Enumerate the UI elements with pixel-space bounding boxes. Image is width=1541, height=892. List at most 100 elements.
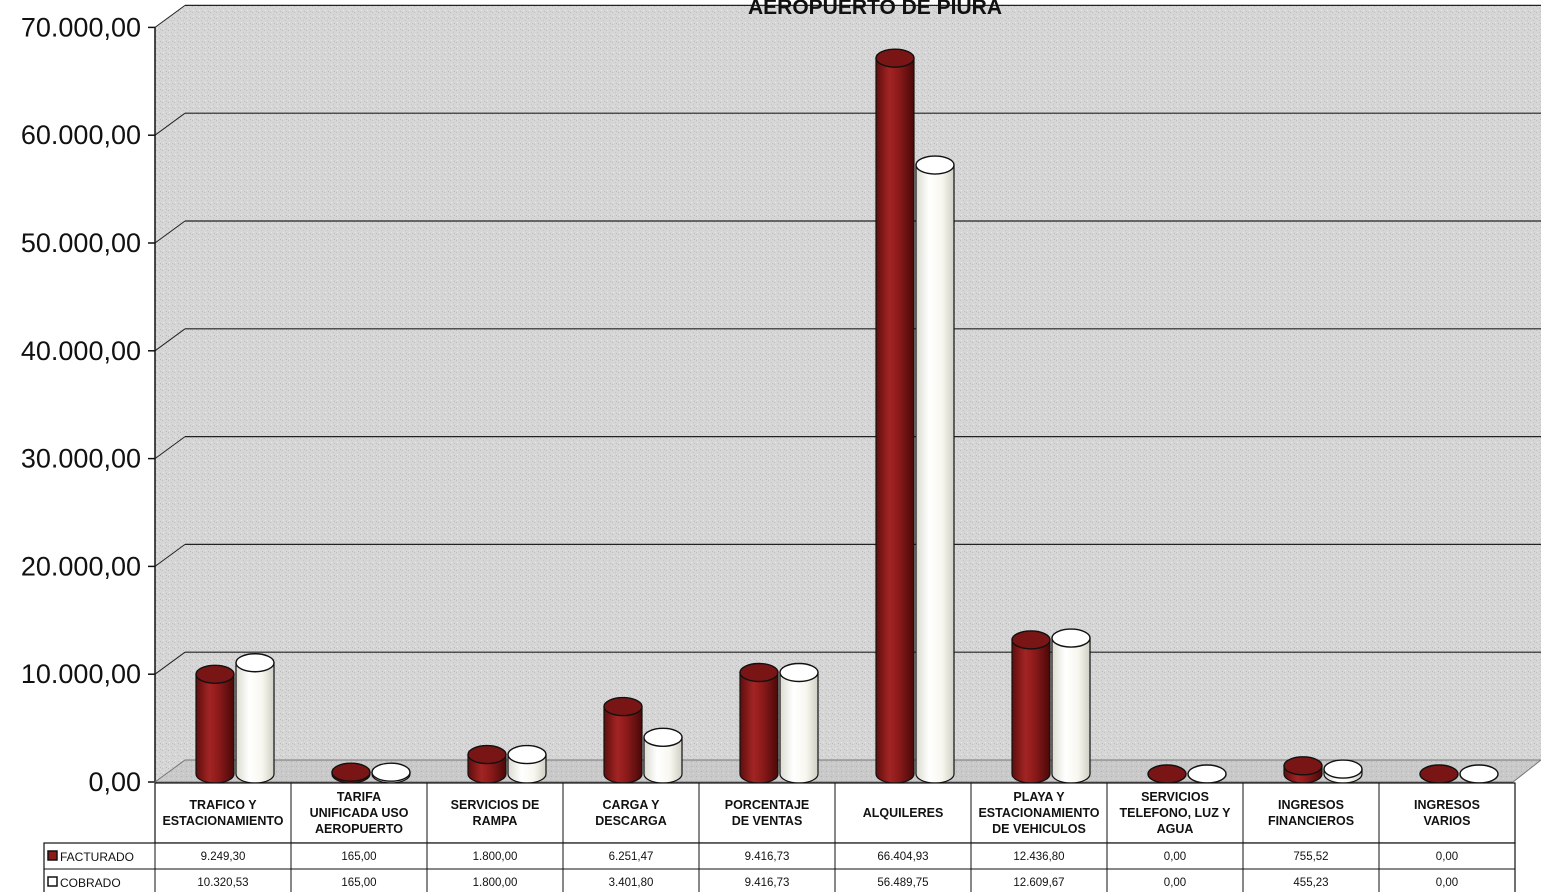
data-label: 66.404,93	[877, 851, 928, 863]
y-tick-label: 50.000,00	[21, 228, 141, 258]
data-label: 165,00	[341, 877, 376, 889]
y-tick-label: 30.000,00	[21, 444, 141, 474]
bar-top	[915, 155, 955, 175]
bar-top	[1187, 764, 1227, 784]
plot-background	[155, 5, 1541, 782]
data-label: 165,00	[341, 851, 376, 863]
gridline-diag	[154, 651, 186, 675]
category-label: AGUA	[1157, 822, 1194, 836]
category-label: SERVICIOS DE	[451, 798, 540, 812]
bar-top	[1419, 764, 1459, 784]
bar-body	[915, 164, 955, 784]
bar-facturado-7	[1147, 764, 1187, 784]
bar-top	[739, 662, 779, 683]
bar-top	[467, 744, 507, 765]
legend-swatch-cobrado	[47, 876, 58, 887]
data-label: 10.320,53	[197, 877, 248, 889]
data-label: 6.251,47	[609, 851, 654, 863]
data-label: 455,23	[1293, 877, 1328, 889]
bar-cobrado-0	[235, 653, 275, 784]
category-label: DE VENTAS	[732, 814, 803, 828]
gridline-diag	[154, 4, 186, 28]
bar-top	[1323, 759, 1363, 779]
bar-top	[371, 762, 411, 782]
bar-top	[1459, 764, 1499, 784]
data-label: 56.489,75	[877, 877, 928, 889]
bar-cobrado-2	[507, 744, 547, 784]
bar-body	[1011, 639, 1051, 784]
bar-facturado-1	[331, 762, 371, 784]
bar-top	[1011, 630, 1051, 650]
bars	[195, 48, 1499, 784]
bar-facturado-3	[603, 696, 643, 784]
bar-cobrado-1	[371, 762, 411, 784]
data-label: 1.800,00	[473, 851, 518, 863]
bar-facturado-8	[1283, 756, 1323, 784]
gridline-diag	[154, 220, 186, 244]
bar-top	[1147, 764, 1187, 784]
category-label: VARIOS	[1424, 814, 1471, 828]
category-label: TARIFA	[337, 790, 381, 804]
bar-body	[195, 673, 235, 784]
bar-body	[235, 662, 275, 784]
data-label: 0,00	[1164, 877, 1186, 889]
bar-top	[875, 48, 915, 68]
bar-facturado-5	[875, 48, 915, 784]
category-label: UNIFICADA USO	[310, 806, 409, 820]
category-label: INGRESOS	[1414, 798, 1480, 812]
category-label: DE VEHICULOS	[992, 822, 1086, 836]
bar-cobrado-6	[1051, 628, 1091, 784]
data-label: 12.609,67	[1013, 877, 1064, 889]
y-tick-label: 0,00	[88, 767, 141, 797]
category-label: ESTACIONAMIENTO	[162, 814, 283, 828]
bar-body	[1051, 637, 1091, 784]
category-label: CARGA Y	[603, 798, 661, 812]
legend-label-cobrado: COBRADO	[60, 876, 121, 890]
back-wall	[155, 5, 1541, 782]
legend-label-facturado: FACTURADO	[60, 850, 134, 864]
bar-top	[331, 762, 371, 782]
category-label: AEROPUERTO	[315, 822, 403, 836]
y-tick-label: 10.000,00	[21, 659, 141, 689]
bar-cobrado-3	[643, 727, 683, 784]
bar-cobrado-5	[915, 155, 955, 784]
legend-swatch-facturado	[47, 850, 58, 861]
y-tick-label: 40.000,00	[21, 336, 141, 366]
category-label: SERVICIOS	[1141, 790, 1209, 804]
data-label: 1.800,00	[473, 877, 518, 889]
bar-cobrado-8	[1323, 759, 1363, 784]
bar-top	[235, 653, 275, 673]
category-label: TRAFICO Y	[189, 798, 257, 812]
data-label: 9.249,30	[201, 851, 246, 863]
bar-cobrado-4	[779, 662, 819, 784]
y-axis: 0,00 10.000,00 20.000,00 30.000,00 40.000,00…	[21, 12, 156, 797]
category-label: DESCARGA	[595, 814, 667, 828]
data-label: 3.401,80	[609, 877, 654, 889]
bar-body	[739, 671, 779, 784]
gridline-diag	[154, 543, 186, 567]
data-label: 755,52	[1293, 851, 1328, 863]
category-label: TELEFONO, LUZ Y	[1120, 806, 1232, 820]
category-label: PORCENTAJE	[725, 798, 810, 812]
bar-top	[1283, 756, 1323, 776]
data-label: 0,00	[1436, 851, 1458, 863]
bar-top	[643, 727, 683, 748]
category-label: ALQUILERES	[863, 806, 944, 820]
bar-facturado-9	[1419, 764, 1459, 784]
bar-body	[779, 671, 819, 784]
gridline-diag	[154, 328, 186, 352]
data-label: 9.416,73	[745, 877, 790, 889]
y-tick-label: 60.000,00	[21, 120, 141, 150]
bar-top	[1051, 628, 1091, 648]
chart-title: AEROPUERTO DE PIURA	[748, 0, 1002, 19]
bar-top	[779, 662, 819, 683]
bar-cobrado-9	[1459, 764, 1499, 784]
category-label: INGRESOS	[1278, 798, 1344, 812]
bar-facturado-2	[467, 744, 507, 784]
data-label: 12.436,80	[1013, 851, 1064, 863]
data-table: TRAFICO Y ESTACIONAMIENTO TARIFA UNIFICADA …	[43, 782, 1516, 892]
bar-top	[195, 664, 235, 684]
data-label: 9.416,73	[745, 851, 790, 863]
bar-cobrado-7	[1187, 764, 1227, 784]
